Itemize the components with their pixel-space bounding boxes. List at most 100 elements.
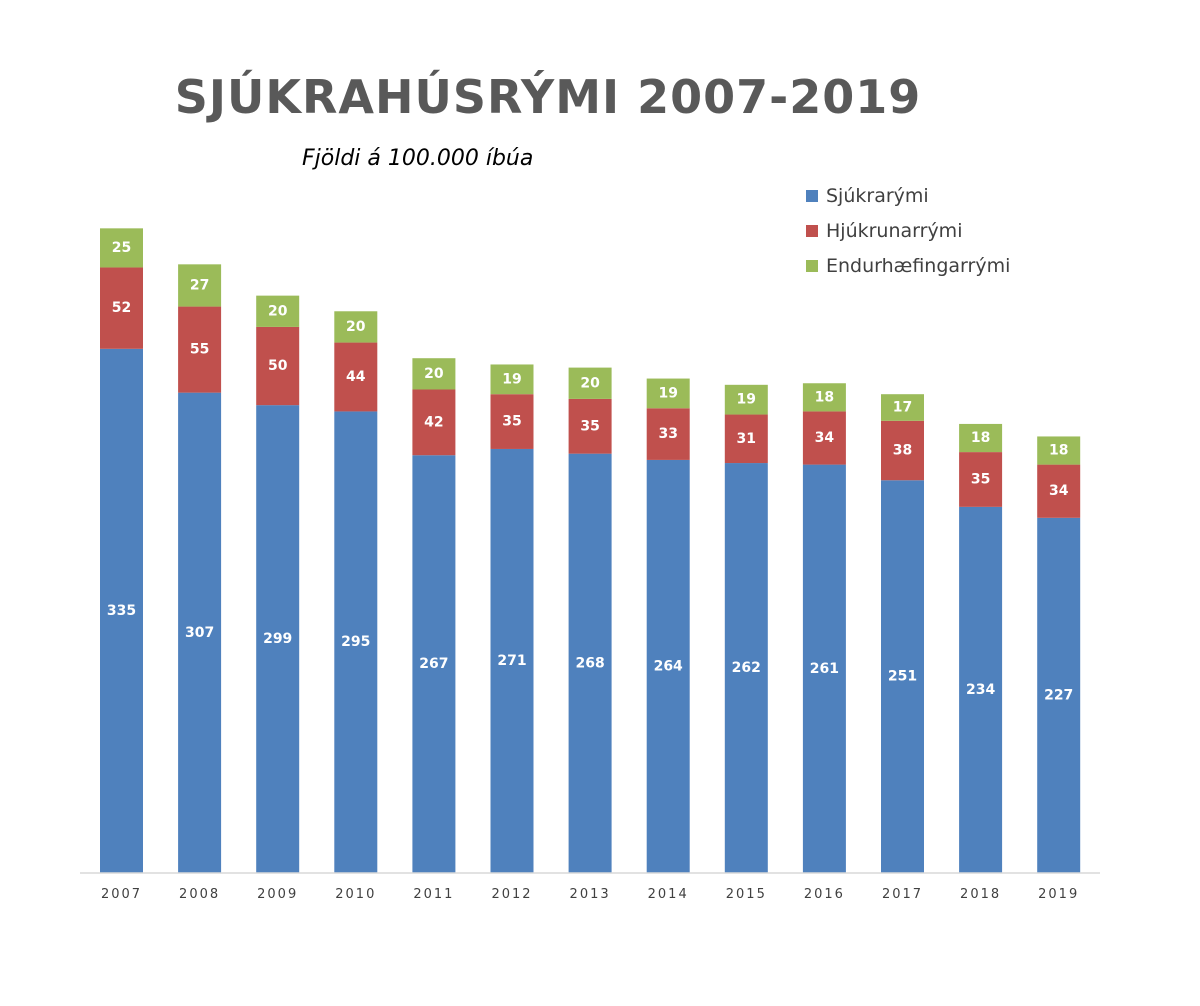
data-label-hjukrunarrymi-2010: 44 bbox=[346, 369, 366, 385]
bar-segment-endurhaefingarrymi-2016 bbox=[802, 383, 846, 412]
data-label-sjukrarymi-2010: 295 bbox=[341, 634, 370, 650]
bar-segment-sjukrarymi-2011 bbox=[412, 455, 456, 873]
bar-segment-hjukrunarrymi-2017 bbox=[881, 420, 924, 481]
data-label-sjukrarymi-2011: 267 bbox=[419, 656, 448, 672]
legend-swatch-sjukrarymi bbox=[806, 189, 818, 202]
legend-swatch-hjukrunarrymi bbox=[806, 224, 818, 237]
data-label-hjukrunarrymi-2007: 52 bbox=[112, 300, 131, 316]
x-tick-label-2012: 2012 bbox=[491, 887, 532, 902]
data-label-endurhaefingarrymi-2018: 18 bbox=[971, 430, 990, 446]
data-label-hjukrunarrymi-2008: 55 bbox=[190, 342, 209, 358]
x-tick-label-2013: 2013 bbox=[570, 887, 611, 902]
chart-title: SJÚKRAHÚSRÝMI 2007-2019 bbox=[174, 70, 922, 124]
bar-segment-sjukrarymi-2013 bbox=[568, 453, 612, 873]
bar-segment-endurhaefingarrymi-2013 bbox=[568, 367, 612, 399]
legend-label-hjukrunarrymi: Hjúkrunarrými bbox=[826, 219, 963, 242]
data-label-endurhaefingarrymi-2012: 19 bbox=[502, 371, 521, 387]
data-label-sjukrarymi-2012: 271 bbox=[497, 653, 526, 669]
data-label-sjukrarymi-2008: 307 bbox=[185, 625, 214, 641]
data-label-hjukrunarrymi-2014: 33 bbox=[658, 426, 677, 442]
data-label-hjukrunarrymi-2018: 35 bbox=[971, 471, 990, 487]
data-label-hjukrunarrymi-2012: 35 bbox=[502, 414, 521, 430]
data-label-endurhaefingarrymi-2019: 18 bbox=[1049, 443, 1068, 459]
x-tick-label-2016: 2016 bbox=[804, 887, 845, 902]
data-label-endurhaefingarrymi-2011: 20 bbox=[424, 366, 444, 382]
x-tick-label-2018: 2018 bbox=[960, 887, 1001, 902]
data-label-sjukrarymi-2017: 251 bbox=[888, 669, 917, 685]
legend-item-sjukrarymi: Sjúkrarými bbox=[806, 178, 1010, 213]
data-label-endurhaefingarrymi-2015: 19 bbox=[737, 392, 756, 408]
data-label-hjukrunarrymi-2016: 34 bbox=[815, 430, 835, 446]
data-label-sjukrarymi-2013: 268 bbox=[575, 655, 604, 671]
data-label-endurhaefingarrymi-2017: 17 bbox=[893, 400, 912, 416]
bar-segment-hjukrunarrymi-2011 bbox=[412, 389, 456, 456]
data-label-sjukrarymi-2018: 234 bbox=[966, 682, 995, 698]
data-label-endurhaefingarrymi-2009: 20 bbox=[268, 303, 288, 319]
data-label-sjukrarymi-2019: 227 bbox=[1044, 687, 1073, 703]
x-tick-label-2007: 2007 bbox=[101, 887, 142, 902]
bar-segment-sjukrarymi-2010 bbox=[334, 411, 378, 873]
data-label-hjukrunarrymi-2011: 42 bbox=[424, 414, 443, 430]
x-axis-ticks: 2007 2008 2009 2010 2011 2012 2013 2014 2015 2016… bbox=[101, 887, 1079, 902]
bar-segment-sjukrarymi-2017 bbox=[881, 480, 924, 873]
bar-segment-hjukrunarrymi-2010 bbox=[334, 342, 378, 412]
bar-segment-endurhaefingarrymi-2015 bbox=[724, 384, 768, 415]
bar-segment-sjukrarymi-2009 bbox=[256, 405, 300, 873]
bar-segment-hjukrunarrymi-2019 bbox=[1037, 464, 1081, 518]
bar-segment-hjukrunarrymi-2009 bbox=[256, 326, 300, 406]
data-label-sjukrarymi-2007: 335 bbox=[107, 603, 136, 619]
data-label-sjukrarymi-2015: 262 bbox=[732, 660, 761, 676]
data-label-hjukrunarrymi-2017: 38 bbox=[893, 443, 912, 459]
bar-segment-endurhaefingarrymi-2014 bbox=[646, 378, 690, 409]
bar-segment-hjukrunarrymi-2018 bbox=[959, 452, 1003, 507]
data-label-endurhaefingarrymi-2008: 27 bbox=[190, 277, 209, 293]
data-label-hjukrunarrymi-2009: 50 bbox=[268, 358, 288, 374]
data-label-sjukrarymi-2016: 261 bbox=[810, 661, 839, 677]
bar-segment-sjukrarymi-2007 bbox=[100, 348, 143, 874]
legend-item-endurhaefingarrymi: Endurhæfingarrými bbox=[806, 248, 1010, 283]
x-tick-label-2008: 2008 bbox=[179, 887, 220, 902]
bar-segment-sjukrarymi-2018 bbox=[959, 506, 1003, 873]
bar-segment-endurhaefingarrymi-2017 bbox=[881, 394, 924, 421]
bar-segment-endurhaefingarrymi-2018 bbox=[959, 423, 1003, 453]
bar-segment-sjukrarymi-2012 bbox=[490, 448, 534, 873]
data-label-hjukrunarrymi-2019: 34 bbox=[1049, 483, 1069, 499]
bar-segment-hjukrunarrymi-2014 bbox=[646, 408, 690, 460]
bar-segment-hjukrunarrymi-2007 bbox=[100, 267, 143, 349]
legend-swatch-endurhaefingarrymi bbox=[806, 259, 818, 272]
bar-segment-sjukrarymi-2008 bbox=[178, 392, 222, 873]
chart-subtitle: Fjöldi á 100.000 íbúa bbox=[302, 146, 534, 171]
bar-segment-endurhaefingarrymi-2007 bbox=[100, 228, 143, 268]
legend-label-endurhaefingarrymi: Endurhæfingarrými bbox=[826, 254, 1011, 277]
x-tick-label-2011: 2011 bbox=[413, 887, 454, 902]
data-label-endurhaefingarrymi-2016: 18 bbox=[815, 389, 834, 405]
x-tick-label-2017: 2017 bbox=[882, 887, 923, 902]
bar-segment-hjukrunarrymi-2012 bbox=[490, 394, 534, 449]
data-label-sjukrarymi-2014: 264 bbox=[654, 658, 683, 674]
x-tick-label-2010: 2010 bbox=[335, 887, 376, 902]
x-tick-label-2014: 2014 bbox=[648, 887, 689, 902]
data-label-endurhaefingarrymi-2013: 20 bbox=[580, 375, 600, 391]
bar-segment-sjukrarymi-2015 bbox=[724, 463, 768, 873]
bars-layer: 335 52 25 307 55 27 299 50 20 295 44 20 267 42 20 271 35… bbox=[100, 228, 1081, 874]
bar-segment-endurhaefingarrymi-2009 bbox=[256, 295, 300, 327]
bar-segment-endurhaefingarrymi-2012 bbox=[490, 364, 534, 395]
legend-item-hjukrunarrymi: Hjúkrunarrými bbox=[806, 213, 1010, 248]
x-tick-label-2009: 2009 bbox=[257, 887, 298, 902]
bar-segment-hjukrunarrymi-2015 bbox=[724, 414, 768, 464]
bar-segment-sjukrarymi-2019 bbox=[1037, 517, 1081, 873]
data-label-endurhaefingarrymi-2010: 20 bbox=[346, 319, 366, 335]
data-label-hjukrunarrymi-2015: 31 bbox=[737, 431, 756, 447]
legend: Sjúkrarými Hjúkrunarrými Endurhæfingarrý… bbox=[806, 178, 1010, 283]
bar-segment-hjukrunarrymi-2013 bbox=[568, 398, 612, 454]
bar-segment-endurhaefingarrymi-2019 bbox=[1037, 436, 1081, 465]
bar-segment-endurhaefingarrymi-2008 bbox=[178, 264, 222, 307]
x-tick-label-2015: 2015 bbox=[726, 887, 767, 902]
x-tick-label-2019: 2019 bbox=[1038, 887, 1079, 902]
bar-segment-hjukrunarrymi-2008 bbox=[178, 306, 222, 393]
bar-segment-sjukrarymi-2014 bbox=[646, 459, 690, 873]
legend-label-sjukrarymi: Sjúkrarými bbox=[826, 184, 929, 207]
bar-segment-endurhaefingarrymi-2010 bbox=[334, 311, 378, 343]
data-label-hjukrunarrymi-2013: 35 bbox=[580, 418, 599, 434]
